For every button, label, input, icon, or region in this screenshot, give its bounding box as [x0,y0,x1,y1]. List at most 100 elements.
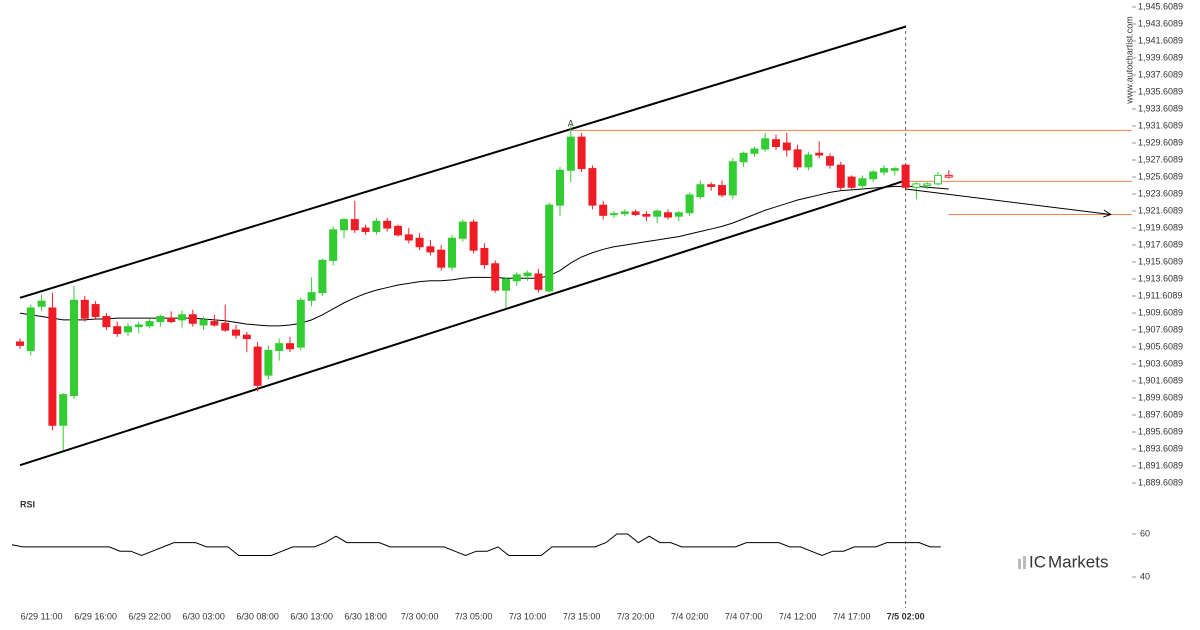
candle-body [16,341,24,346]
logo-bar [1018,559,1021,569]
logo: IC Markets [1018,552,1108,571]
candle-body [620,211,629,215]
y-tick-label: 1,921.6089 [1138,205,1183,215]
candle-body [350,219,359,231]
candle-body [556,169,564,206]
candle-body [750,148,759,154]
y-tick-label: 1,933.6089 [1138,103,1183,113]
candle-body [696,184,705,198]
candle-body [448,237,456,268]
candle-body [772,139,780,147]
y-tick-label: 1,889.6089 [1138,477,1183,487]
candle-body [80,299,89,319]
candle-body [383,220,392,229]
candle-body [264,349,273,376]
candle-body [491,263,500,291]
candle-body [329,229,338,261]
x-tick-label: 6/30 08:00 [236,611,279,621]
x-tick-label: 6/29 16:00 [74,611,117,621]
candle-body [739,152,748,163]
candle-body [923,183,932,187]
candle-body [221,322,230,331]
candle-body [577,136,586,170]
x-tick-label: 6/30 13:00 [290,611,333,621]
y-tick-label: 1,895.6089 [1138,426,1183,436]
candle-body [804,154,813,168]
candle-body [70,299,78,397]
candle-body [415,237,424,248]
logo-rest: Markets [1048,552,1108,571]
y-tick-label: 1,927.6089 [1138,154,1183,164]
candle-body [858,178,867,187]
candle-body [26,307,35,351]
candle-body [523,272,532,277]
candle-body [113,326,122,334]
x-tick-label: 7/4 12:00 [779,611,817,621]
candle-body [890,168,899,171]
x-tick-label: 7/3 00:00 [401,611,439,621]
candle-body [588,168,597,206]
candle-body [124,326,132,333]
candle-body [826,156,834,166]
candle-body [901,164,910,188]
candle-body [156,315,165,323]
candle-body [48,307,57,426]
candle-body [437,249,446,268]
candle-body [188,314,197,324]
candle-body [253,346,262,386]
y-tick-label: 1,901.6089 [1138,375,1183,385]
y-tick-label: 1,943.6089 [1138,18,1183,28]
x-tick-label: 6/30 18:00 [344,611,387,621]
rsi-line [11,533,941,557]
candle-body [534,273,543,290]
y-tick-label: 1,903.6089 [1138,358,1183,368]
candle-body [869,171,878,180]
candle-body [793,149,802,168]
x-tick-label: 7/5 02:00 [887,611,925,621]
arrow-head [1103,209,1112,218]
y-tick-label: 1,915.6089 [1138,256,1183,266]
candle-body [718,185,726,196]
candle-body [469,221,478,251]
y-tick-label: 1,913.6089 [1138,273,1183,283]
candle-body [944,174,953,178]
y-tick-label: 1,905.6089 [1138,341,1183,351]
x-tick-label: 7/4 02:00 [671,611,709,621]
candle-body [545,204,554,292]
candle-body [912,183,921,188]
rsi-title: RSI [20,499,35,509]
candle-body [815,152,824,156]
y-tick-label: 1,899.6089 [1138,392,1183,402]
y-tick-label: 1,937.6089 [1138,69,1183,79]
candle-body [512,274,521,282]
x-tick-label: 7/3 10:00 [509,611,547,621]
y-tick-label: 1,939.6089 [1138,52,1183,62]
candle-body [361,227,370,232]
candle-body [631,211,640,215]
candle-body [59,394,68,426]
rsi-tick-label: 60 [1140,528,1150,538]
candle-body [728,161,737,196]
candle-body [707,184,716,187]
logo-bar [1023,556,1026,569]
logo-brand: IC [1029,552,1046,571]
channel-line [19,25,906,299]
y-tick-label: 1,935.6089 [1138,86,1183,96]
candle-body [296,299,305,348]
watermark: www.autochartist.com [1124,16,1134,105]
y-tick-label: 1,923.6089 [1138,188,1183,198]
candle-body [880,168,888,173]
candle-body [934,174,942,185]
x-tick-label: 7/4 17:00 [833,611,871,621]
candle-body [480,247,489,266]
candle-body [836,164,845,188]
candle-body [232,329,240,336]
y-tick-label: 1,897.6089 [1138,409,1183,419]
candle-body [134,324,143,328]
y-tick-label: 1,925.6089 [1138,171,1183,181]
candle-body [642,213,651,217]
candle-body [664,212,672,218]
candle-body [653,210,662,217]
candle-body [178,314,186,321]
